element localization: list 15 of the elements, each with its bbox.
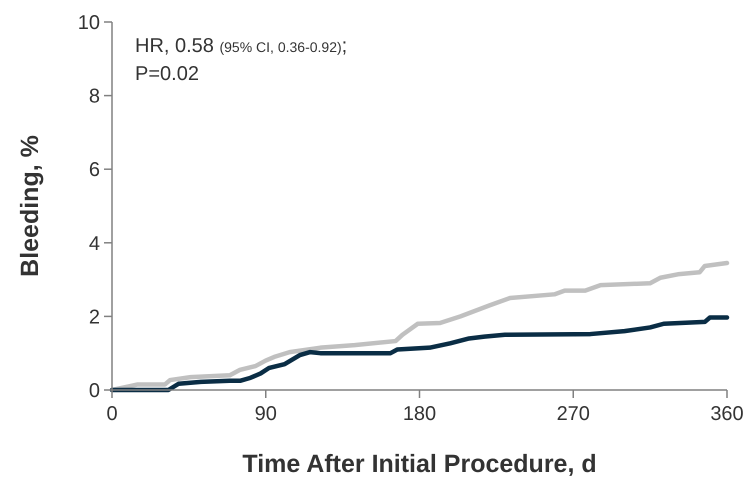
y-tick-label: 8 xyxy=(88,86,100,108)
y-tick-label: 4 xyxy=(88,232,100,255)
y-tick-label: 0 xyxy=(88,380,100,402)
x-axis-title: Time After Initial Procedure, d xyxy=(242,450,597,478)
x-tick-label: 90 xyxy=(254,403,277,425)
y-tick-label: 2 xyxy=(88,306,100,328)
x-tick-label: 0 xyxy=(106,403,118,425)
y-tick-label: 10 xyxy=(78,12,100,34)
x-tick-label: 180 xyxy=(402,403,436,425)
annotation: P=0.02 xyxy=(135,63,199,85)
y-tick-label: 6 xyxy=(88,159,100,182)
x-tick-label: 270 xyxy=(556,403,590,425)
annotation: HR, 0.58 (95% CI, 0.36-0.92); xyxy=(135,35,348,57)
y-axis-title: Bleeding, % xyxy=(16,135,44,277)
x-tick-label: 360 xyxy=(710,403,744,425)
